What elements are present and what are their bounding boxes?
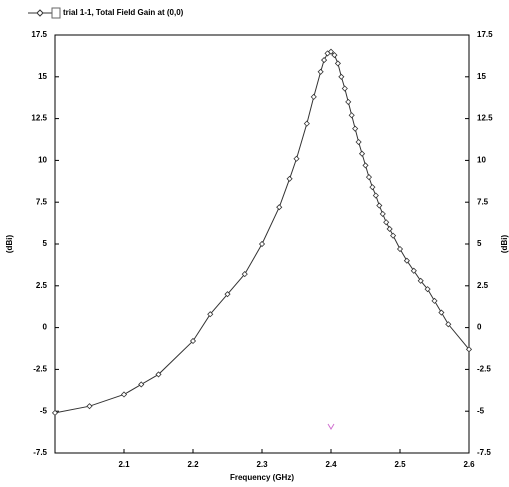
x-tick-label: 2.1 [118,460,130,469]
legend-label: trial 1-1, Total Field Gain at (0,0) [63,8,184,17]
data-point [317,68,324,75]
data-point [331,51,338,59]
data-point [276,204,283,211]
x-tick-label: 2.3 [256,460,268,469]
data-point [372,192,379,199]
y2-tick-label: 15 [477,72,486,81]
x-axis-label: Frequency (GHz) [230,473,294,482]
data-point [86,403,93,410]
data-point [369,184,376,191]
data-point [362,162,369,169]
y2-tick-label: -5 [477,406,485,415]
y-axis-label: (dBi) [5,235,14,254]
legend-box [51,7,61,19]
y-tick-label: -2.5 [33,365,47,374]
x-tick-label: 2.6 [463,460,475,469]
data-point [338,73,345,80]
data-point [341,85,348,92]
marker-indicator [327,423,335,430]
data-point [417,277,424,284]
y-tick-label: -5 [40,406,48,415]
y2-tick-label: 0 [477,323,482,332]
data-point [352,125,359,132]
data-point [403,257,410,264]
data-point [286,175,293,182]
y2-tick-label: -7.5 [477,448,491,457]
data-point [334,60,341,67]
y2-tick-label: 12.5 [477,114,493,123]
y2-tick-label: -2.5 [477,365,491,374]
x-tick-label: 2.5 [394,460,406,469]
data-point [390,232,397,239]
data-point [310,93,317,100]
data-point [224,291,231,298]
y-tick-label: 15 [38,72,47,81]
data-point [348,112,355,119]
data-point [303,120,310,127]
data-point [445,321,452,328]
data-point [465,346,473,353]
data-point [358,150,366,157]
y-tick-label: 2.5 [36,281,48,290]
data-point [207,311,214,318]
data-point [189,337,197,345]
data-point [376,202,383,209]
y-tick-label: 0 [43,323,48,332]
y-tick-label: -7.5 [33,448,47,457]
data-point [321,57,328,64]
x-tick-label: 2.2 [187,460,199,469]
legend-marker [36,9,44,17]
data-point [327,48,335,55]
y2-tick-label: 5 [477,239,482,248]
data-point [345,98,352,105]
data-point [355,138,362,146]
data-point [293,155,300,162]
data-point [365,174,373,181]
data-point [155,371,162,378]
data-point [138,381,145,388]
y-tick-label: 17.5 [31,30,47,39]
data-point [396,245,404,253]
y-tick-label: 12.5 [31,114,47,123]
data-point [410,267,417,274]
data-point [51,409,59,416]
series-line [54,51,470,414]
x-tick-label: 2.4 [325,460,337,469]
y2-tick-label: 17.5 [477,30,493,39]
data-point [431,297,438,304]
y2-tick-label: 10 [477,156,486,165]
data-point [383,219,390,226]
data-point [424,286,431,293]
y-tick-label: 5 [43,239,48,248]
data-point [379,210,386,217]
data-point [241,271,248,278]
data-point [258,240,266,248]
y2-axis-label: (dBi) [500,235,509,254]
data-point [386,225,393,233]
y-tick-label: 10 [38,156,47,165]
data-point [120,391,128,398]
data-point [438,309,445,316]
y2-tick-label: 2.5 [477,281,489,290]
y2-tick-label: 7.5 [477,197,489,206]
y-tick-label: 7.5 [36,197,48,206]
